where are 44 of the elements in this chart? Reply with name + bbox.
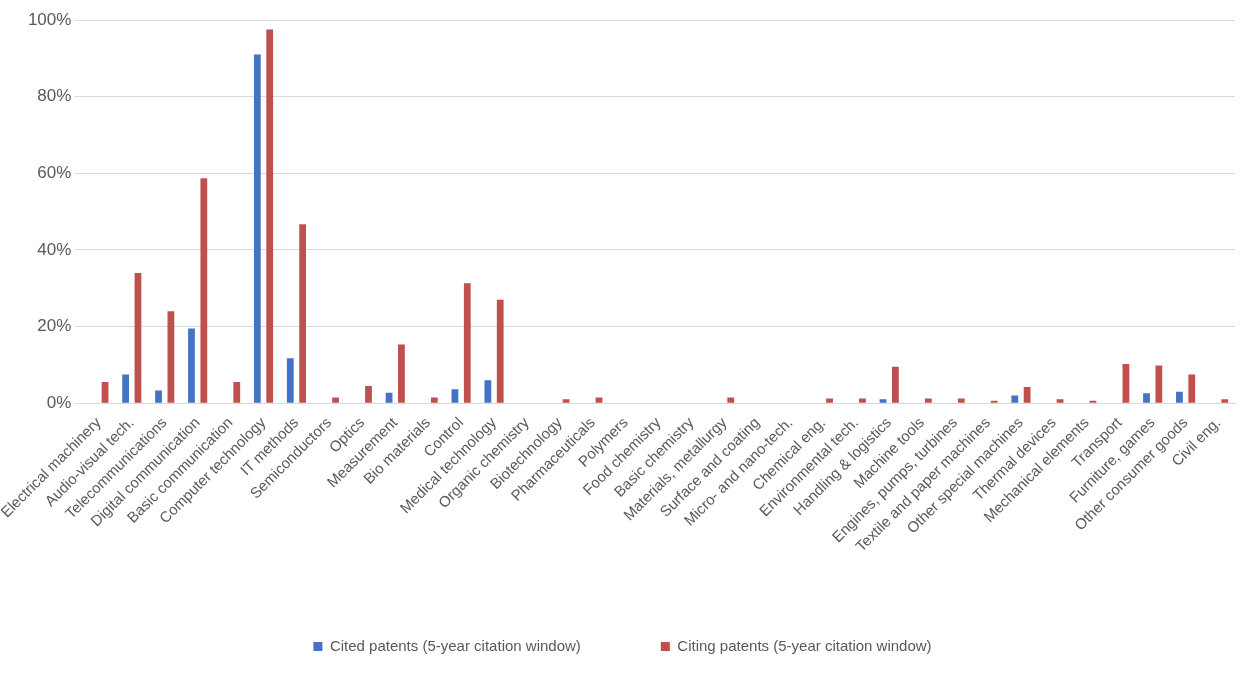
bar — [879, 399, 887, 403]
bar — [727, 397, 735, 403]
legend-label: Cited patents (5-year citation window) — [329, 636, 581, 654]
y-tick-label: 80% — [37, 86, 72, 106]
bar — [826, 398, 833, 403]
bar — [496, 299, 504, 403]
bar — [484, 380, 492, 403]
bar — [1188, 374, 1196, 403]
y-tick-label: 60% — [37, 162, 72, 182]
bar — [562, 399, 570, 403]
legend-label: Citing patents (5-year citation window) — [677, 636, 932, 654]
bar — [430, 397, 438, 403]
bar — [1011, 395, 1019, 403]
bar — [1221, 399, 1229, 403]
bar — [1023, 387, 1031, 403]
bar — [266, 29, 274, 403]
bar — [200, 178, 208, 403]
bar — [299, 224, 307, 403]
bar — [1056, 399, 1064, 403]
bar — [892, 366, 899, 403]
bar — [122, 374, 130, 403]
y-tick-label: 100% — [27, 9, 72, 29]
y-tick-label: 0% — [46, 392, 72, 412]
bar — [859, 398, 866, 403]
bar — [253, 54, 261, 403]
bar — [188, 328, 195, 403]
bar — [101, 382, 109, 403]
bar — [332, 397, 339, 403]
bar — [924, 398, 932, 403]
bar — [595, 397, 603, 403]
bar — [957, 398, 965, 403]
y-tick-label: 20% — [37, 316, 72, 336]
bar — [1143, 393, 1150, 403]
bar — [1155, 365, 1163, 403]
bar — [385, 392, 393, 403]
bar — [1176, 391, 1183, 403]
bar — [233, 382, 241, 403]
bar — [365, 385, 372, 403]
bar — [286, 358, 294, 403]
bar — [451, 389, 459, 403]
bar — [398, 344, 405, 403]
y-tick-label: 40% — [37, 239, 72, 259]
bar — [155, 390, 162, 403]
bar — [463, 283, 471, 403]
